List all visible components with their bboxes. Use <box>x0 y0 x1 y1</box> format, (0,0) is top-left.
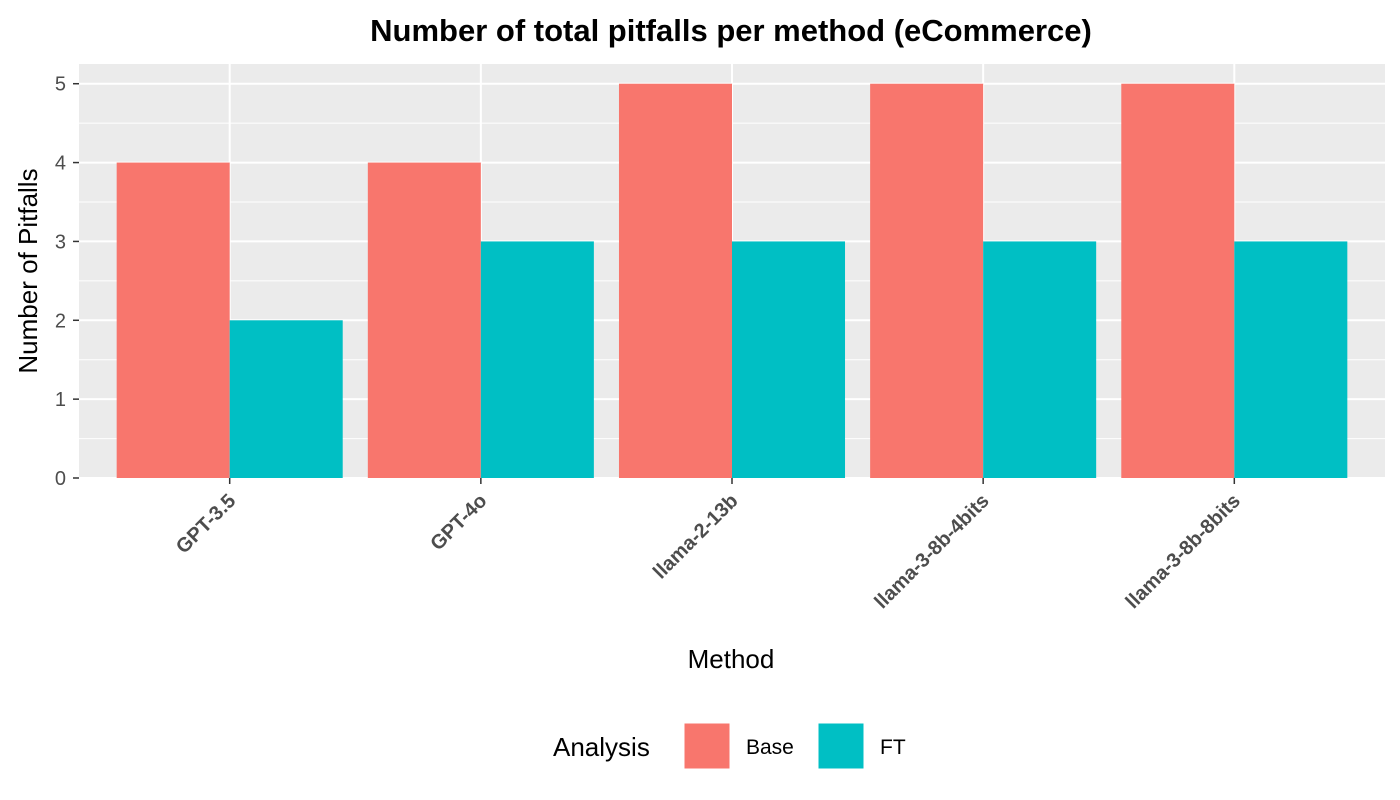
bar <box>229 320 343 478</box>
bar <box>480 241 594 478</box>
bar <box>983 241 1097 478</box>
y-tick-label: 4 <box>55 153 66 175</box>
bar <box>1234 241 1348 478</box>
legend: Analysis Base FT <box>553 722 906 770</box>
x-axis: GPT-3.5 GPT-4o llama-2-13b llama-3-8b-4bits… <box>172 478 1245 613</box>
x-axis-title: Method <box>688 644 775 674</box>
bar <box>870 83 984 478</box>
bar <box>367 162 481 479</box>
x-tick-label: llama-3-8b-4bits <box>870 490 993 613</box>
legend-label: FT <box>880 736 906 759</box>
bar <box>116 162 230 479</box>
legend-label: Base <box>746 736 794 759</box>
bar <box>1121 83 1235 478</box>
x-tick-label: llama-3-8b-8bits <box>1122 490 1245 613</box>
x-tick-label: GPT-3.5 <box>172 490 240 558</box>
y-tick-label: 2 <box>55 310 66 332</box>
y-tick-label: 0 <box>55 468 66 490</box>
legend-key <box>817 722 865 770</box>
bar <box>618 83 732 478</box>
y-axis-title: Number of Pitfalls <box>13 168 43 373</box>
bar <box>732 241 846 478</box>
y-tick-label: 1 <box>55 389 66 411</box>
bars <box>116 83 1348 479</box>
legend-key <box>683 722 731 770</box>
chart-title: Number of total pitfalls per method (eCo… <box>370 13 1092 48</box>
y-tick-label: 5 <box>55 74 66 96</box>
y-tick-label: 3 <box>55 231 66 253</box>
y-axis: 0 1 2 3 4 5 <box>55 74 79 490</box>
x-tick-label: llama-2-13b <box>649 490 742 583</box>
legend-title: Analysis <box>553 732 650 762</box>
x-tick-label: GPT-4o <box>426 490 491 555</box>
